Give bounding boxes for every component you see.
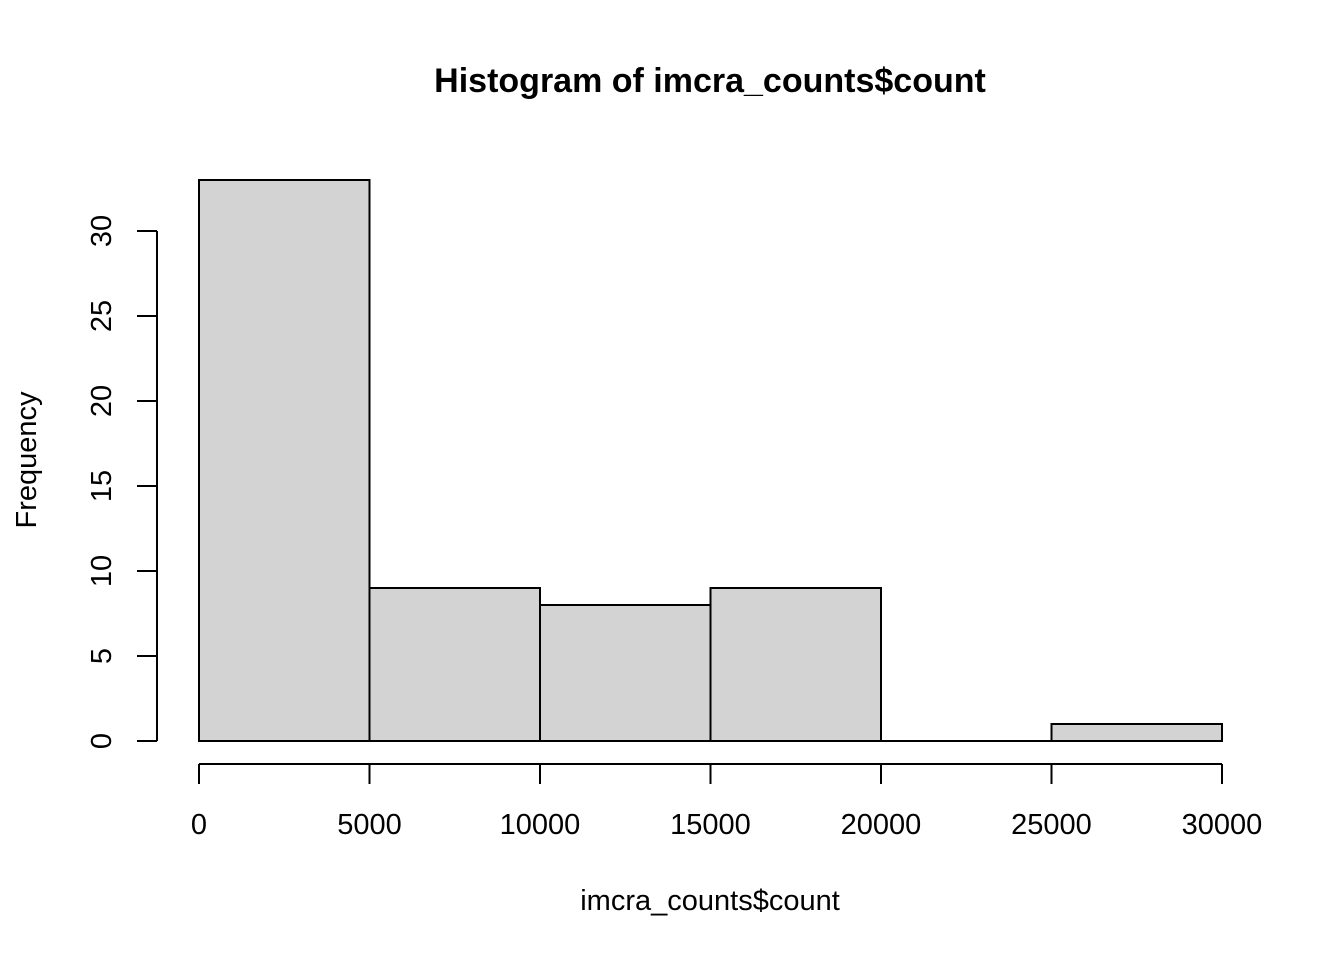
- x-tick-label: 20000: [841, 809, 922, 841]
- bars-group: [198, 179, 1223, 742]
- x-axis-label: imcra_counts$count: [580, 885, 840, 917]
- y-tick-label: 5: [86, 648, 118, 664]
- y-tick-label: 10: [86, 555, 118, 587]
- histogram-bar: [368, 587, 541, 742]
- histogram-bar: [1050, 723, 1223, 742]
- y-tick-label: 30: [86, 215, 118, 247]
- chart-title: Histogram of imcra_counts$count: [434, 62, 986, 100]
- histogram-bar: [198, 179, 371, 742]
- x-tick-label: 0: [191, 809, 207, 841]
- y-tick-label: 15: [86, 470, 118, 502]
- x-tick-label: 15000: [670, 809, 751, 841]
- y-axis: 0 5 10 15 20 25 30: [86, 215, 158, 749]
- y-tick-label: 25: [86, 300, 118, 332]
- y-tick-label: 0: [86, 733, 118, 749]
- y-tick-label: 20: [86, 385, 118, 417]
- x-tick-label: 10000: [500, 809, 581, 841]
- histogram-bar: [539, 604, 712, 742]
- x-axis: 0 5000 10000 15000 20000 25000 30000: [191, 763, 1263, 841]
- histogram-bar: [709, 587, 882, 742]
- x-tick-label: 5000: [337, 809, 402, 841]
- x-tick-label: 30000: [1182, 809, 1263, 841]
- y-axis-label: Frequency: [11, 391, 43, 529]
- x-tick-label: 25000: [1011, 809, 1092, 841]
